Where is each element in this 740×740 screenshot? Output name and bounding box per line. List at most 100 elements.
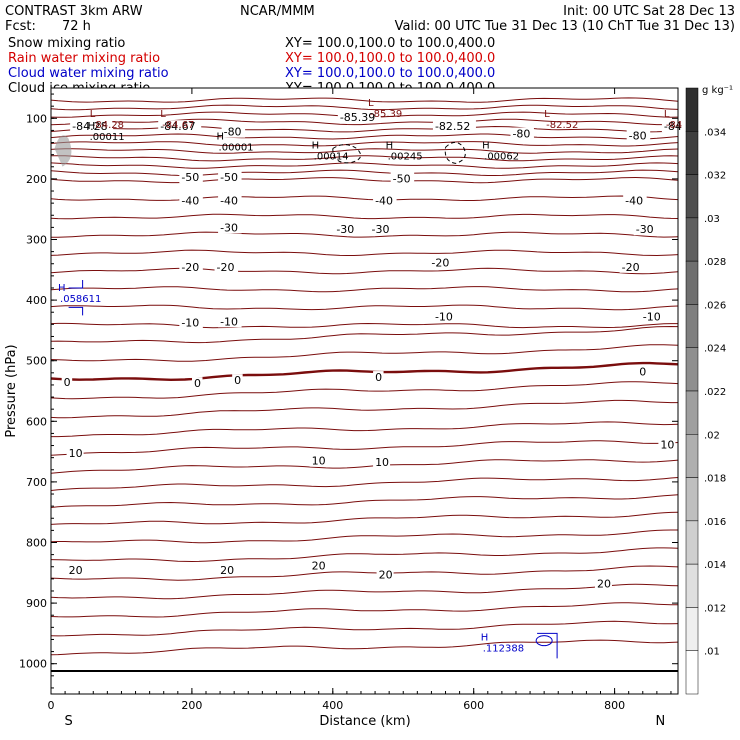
extremum-marker: H.00062 [482, 141, 519, 163]
isotherm [50, 511, 679, 525]
isotherm [50, 176, 679, 184]
isotherm-label: -85.39 [337, 111, 381, 124]
colorbar-tick-label: .032 [704, 171, 726, 182]
x-tick-label: 400 [322, 699, 343, 712]
isotherm-label: 0 [637, 365, 648, 379]
y-tick-label: 800 [26, 537, 47, 550]
extremum-value: -82.52 [546, 120, 578, 131]
isotherm-label-bg [376, 568, 394, 581]
isotherm-label-bg [390, 172, 415, 185]
extremum-letter: L [90, 109, 96, 120]
isotherm-label-bg [658, 438, 676, 451]
isotherm-label: 10 [309, 454, 327, 468]
colorbar-step [685, 131, 699, 175]
isotherm-label-bg [179, 194, 203, 207]
isotherm [50, 399, 678, 419]
extremum-letter: H [482, 141, 490, 152]
isotherm-label: 0 [192, 377, 203, 390]
isotherm-label: 20 [376, 568, 394, 582]
isotherm-label-text: 10 [660, 438, 674, 451]
isotherm-label-bg [179, 260, 203, 273]
isotherm [50, 267, 679, 275]
isotherm-label-text: 0 [234, 374, 241, 387]
extremum-letter: L [544, 109, 550, 120]
isotherm [50, 440, 679, 456]
isotherm-label-bg [619, 260, 644, 273]
isotherm-label-text: 10 [375, 456, 389, 469]
isotherm-label: 10 [66, 446, 84, 460]
isotherm-label: -40 [179, 194, 203, 208]
snow-shading [54, 135, 72, 167]
isotherm-label-text: -10 [435, 310, 453, 323]
extremum-value: -84.67 [162, 120, 194, 131]
isotherm-label-bg [640, 310, 665, 323]
isotherm-label-bg [218, 315, 242, 328]
x-tick-label: 800 [604, 699, 625, 712]
colorbar-tick-label: .024 [704, 344, 726, 355]
isotherm [50, 322, 678, 329]
ice-contour [444, 141, 466, 164]
isotherm-label: -84 [661, 120, 686, 133]
isotherm-label: -50 [179, 171, 203, 184]
colorbar-step [685, 217, 699, 262]
isotherm-label-text: -50 [393, 172, 411, 185]
endpoint-south: S [64, 714, 72, 729]
isotherm [50, 583, 679, 600]
isotherm [50, 494, 679, 508]
isotherm-label: -30 [218, 221, 242, 234]
field-legend: Snow mixing ratio XY= 100.0,100.0 to 100.… [8, 36, 495, 96]
y-axis-title: Pressure (hPa) [4, 344, 19, 437]
isotherm-label-bg [66, 446, 84, 459]
isotherm [50, 125, 679, 133]
isotherm-label-text: -80 [512, 127, 530, 140]
colorbar-step [685, 650, 699, 695]
extremum-value: -84.28 [92, 120, 124, 131]
extremum-letter: L [368, 98, 374, 109]
legend-field-range: XY= 100.0,100.0 to 100.0,400.0 [285, 66, 495, 81]
isotherm-label-bg [594, 577, 612, 590]
extremum-marker: H.00011 [88, 121, 125, 143]
isotherm [50, 381, 679, 400]
forecast-label: Fcst: [5, 19, 36, 34]
isotherm-label: -40 [218, 194, 242, 208]
isotherm-label: -40 [623, 194, 647, 208]
extremum-value: .00001 [219, 143, 254, 154]
isotherm-label-text: -40 [625, 195, 643, 208]
isotherm-label: -30 [334, 223, 358, 236]
extremum-letter: L [664, 109, 670, 120]
isotherm-label-text: -20 [181, 261, 199, 274]
isotherm-label: 10 [373, 455, 391, 469]
isotherm-label-text: 20 [312, 560, 326, 573]
isotherm-label-text: 10 [312, 455, 326, 468]
isotherm-label-text: -84.67 [160, 120, 195, 133]
isotherm-label: 20 [309, 559, 327, 573]
isotherm-label-text: -80 [629, 129, 647, 142]
extremum-value: .00014 [314, 152, 349, 163]
colorbar-step [685, 347, 699, 392]
isotherm [50, 529, 678, 544]
isotherm-label-bg [218, 221, 242, 234]
axes: 0 200 400 600 800100200300400500600700800900… [4, 88, 678, 729]
isotherm-label-bg [373, 455, 391, 468]
x-tick-label: 600 [463, 699, 484, 712]
extremum-marker: L-84.67 [160, 109, 194, 131]
colorbar-step [685, 174, 699, 219]
isotherm [50, 325, 679, 344]
isotherm-label-text: -10 [643, 310, 661, 323]
isotherm-label-bg [626, 129, 651, 142]
isotherm-label-bg [334, 223, 358, 236]
isotherm [50, 195, 679, 201]
isotherm-label: -80 [221, 125, 246, 139]
isotherm-label: 0 [61, 375, 73, 389]
isotherm [50, 169, 679, 176]
model-title: CONTRAST 3km ARW [5, 4, 143, 19]
isotherm-label: 20 [594, 577, 612, 591]
extremum-letter: H [88, 121, 96, 132]
isotherm-label-text: -50 [220, 171, 238, 184]
isotherm-label-bg [179, 316, 203, 329]
extremum-letter: H [312, 141, 320, 152]
isotherm [50, 344, 679, 362]
isotherm-label-text: -84.28 [72, 120, 107, 133]
isotherm-label: -20 [179, 260, 203, 274]
